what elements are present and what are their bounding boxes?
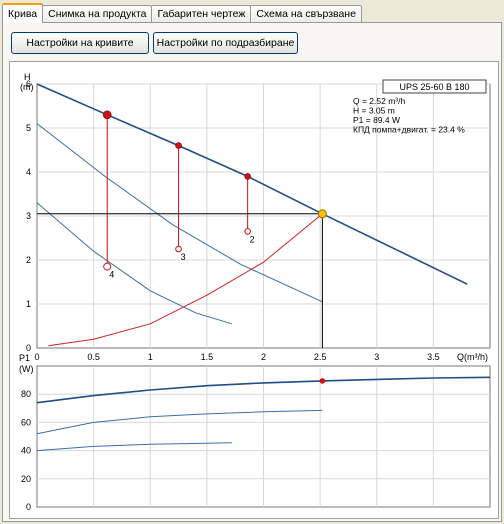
power-y-tick-label: 60: [21, 417, 31, 427]
tab-panel: Настройки на кривите Настройки по подраз…: [2, 22, 502, 522]
speed-marker-bottom: [175, 245, 182, 253]
speed-marker-top: [244, 173, 251, 180]
head-y-tick-label: 2: [26, 255, 31, 265]
head-y-tick-label: 6: [26, 79, 31, 89]
head-axis-unit: (m): [20, 82, 34, 92]
speed-marker-top: [175, 142, 182, 149]
default-settings-button[interactable]: Настройки по подразбиране: [153, 32, 298, 54]
tab-dimension-drawing[interactable]: Габаритен чертеж: [151, 5, 252, 23]
x-tick-label: 2.5: [314, 352, 327, 362]
readout-eff: КПД помпа+двигат. = 23.4 %: [353, 125, 465, 135]
readout-p1: P1 = 89.4 W: [353, 115, 400, 125]
flow-axis-label: Q(m³/h): [457, 352, 488, 362]
x-tick-label: 3: [374, 352, 379, 362]
system-curve: [48, 213, 323, 347]
speed-marker-label: 2: [250, 234, 255, 244]
head-y-tick-label: 4: [26, 167, 31, 177]
tab-product-photo[interactable]: Снимка на продукта: [42, 5, 153, 23]
speed-marker-bottom: [103, 262, 112, 271]
x-tick-label: 1.5: [201, 352, 214, 362]
speed-marker-bottom: [244, 228, 251, 235]
power-y-tick-label: 20: [21, 474, 31, 484]
model-box: [382, 79, 487, 94]
readout-q: Q = 2.52 m³/h: [353, 96, 405, 106]
head-y-tick-label: 5: [26, 123, 31, 133]
x-tick-label: 0.5: [87, 352, 100, 362]
tab-wiring-diagram[interactable]: Схема на свързване: [250, 5, 362, 23]
power-curve-speed-1: [36, 376, 491, 404]
readout-h: H = 3.05 m: [353, 106, 395, 116]
speed-marker-label: 3: [181, 252, 186, 262]
x-tick-label: 2: [261, 352, 266, 362]
x-tick-label: 1: [148, 352, 153, 362]
chart-canvas[interactable]: 0 0.5 1 1.5 2 2.5 3 3.50123456020406080H(m)Q(m³…: [10, 62, 498, 518]
head-y-tick-label: 1: [26, 299, 31, 309]
head-y-tick-label: 0: [26, 343, 31, 353]
power-curve-speed-2: [36, 409, 323, 435]
power-axis-label: P1: [19, 353, 30, 363]
power-axis-unit: (W): [19, 364, 34, 374]
head-y-tick-label: 3: [26, 211, 31, 221]
power-duty-point-marker: [319, 378, 326, 384]
power-y-tick-label: 40: [21, 446, 31, 456]
pump-curve-chart[interactable]: 0 0.5 1 1.5 2 2.5 3 3.5 0 1 2 3 4 5 6 0 20 40 60 80 H (m) Q(m³…: [9, 61, 499, 519]
head-curve-speed-3: [36, 202, 232, 325]
x-tick-label: 0: [34, 352, 39, 362]
curve-settings-button[interactable]: Настройки на кривите: [11, 32, 149, 54]
head-axis-label: H: [24, 72, 31, 82]
power-curve-speed-3: [36, 442, 232, 452]
duty-point-marker: [317, 209, 327, 219]
model-name: UPS 25-60 B 180: [399, 82, 469, 92]
power-y-tick-label: 80: [21, 389, 31, 399]
head-curve-speed-2: [36, 123, 323, 303]
speed-marker-top: [102, 110, 112, 120]
tab-bar: Крива Снимка на продукта Габаритен черте…: [2, 3, 362, 23]
tab-curve[interactable]: Крива: [2, 3, 44, 23]
speed-marker-label: 4: [109, 270, 114, 280]
power-y-tick-label: 0: [26, 502, 31, 512]
x-tick-label: 3.5: [427, 352, 440, 362]
